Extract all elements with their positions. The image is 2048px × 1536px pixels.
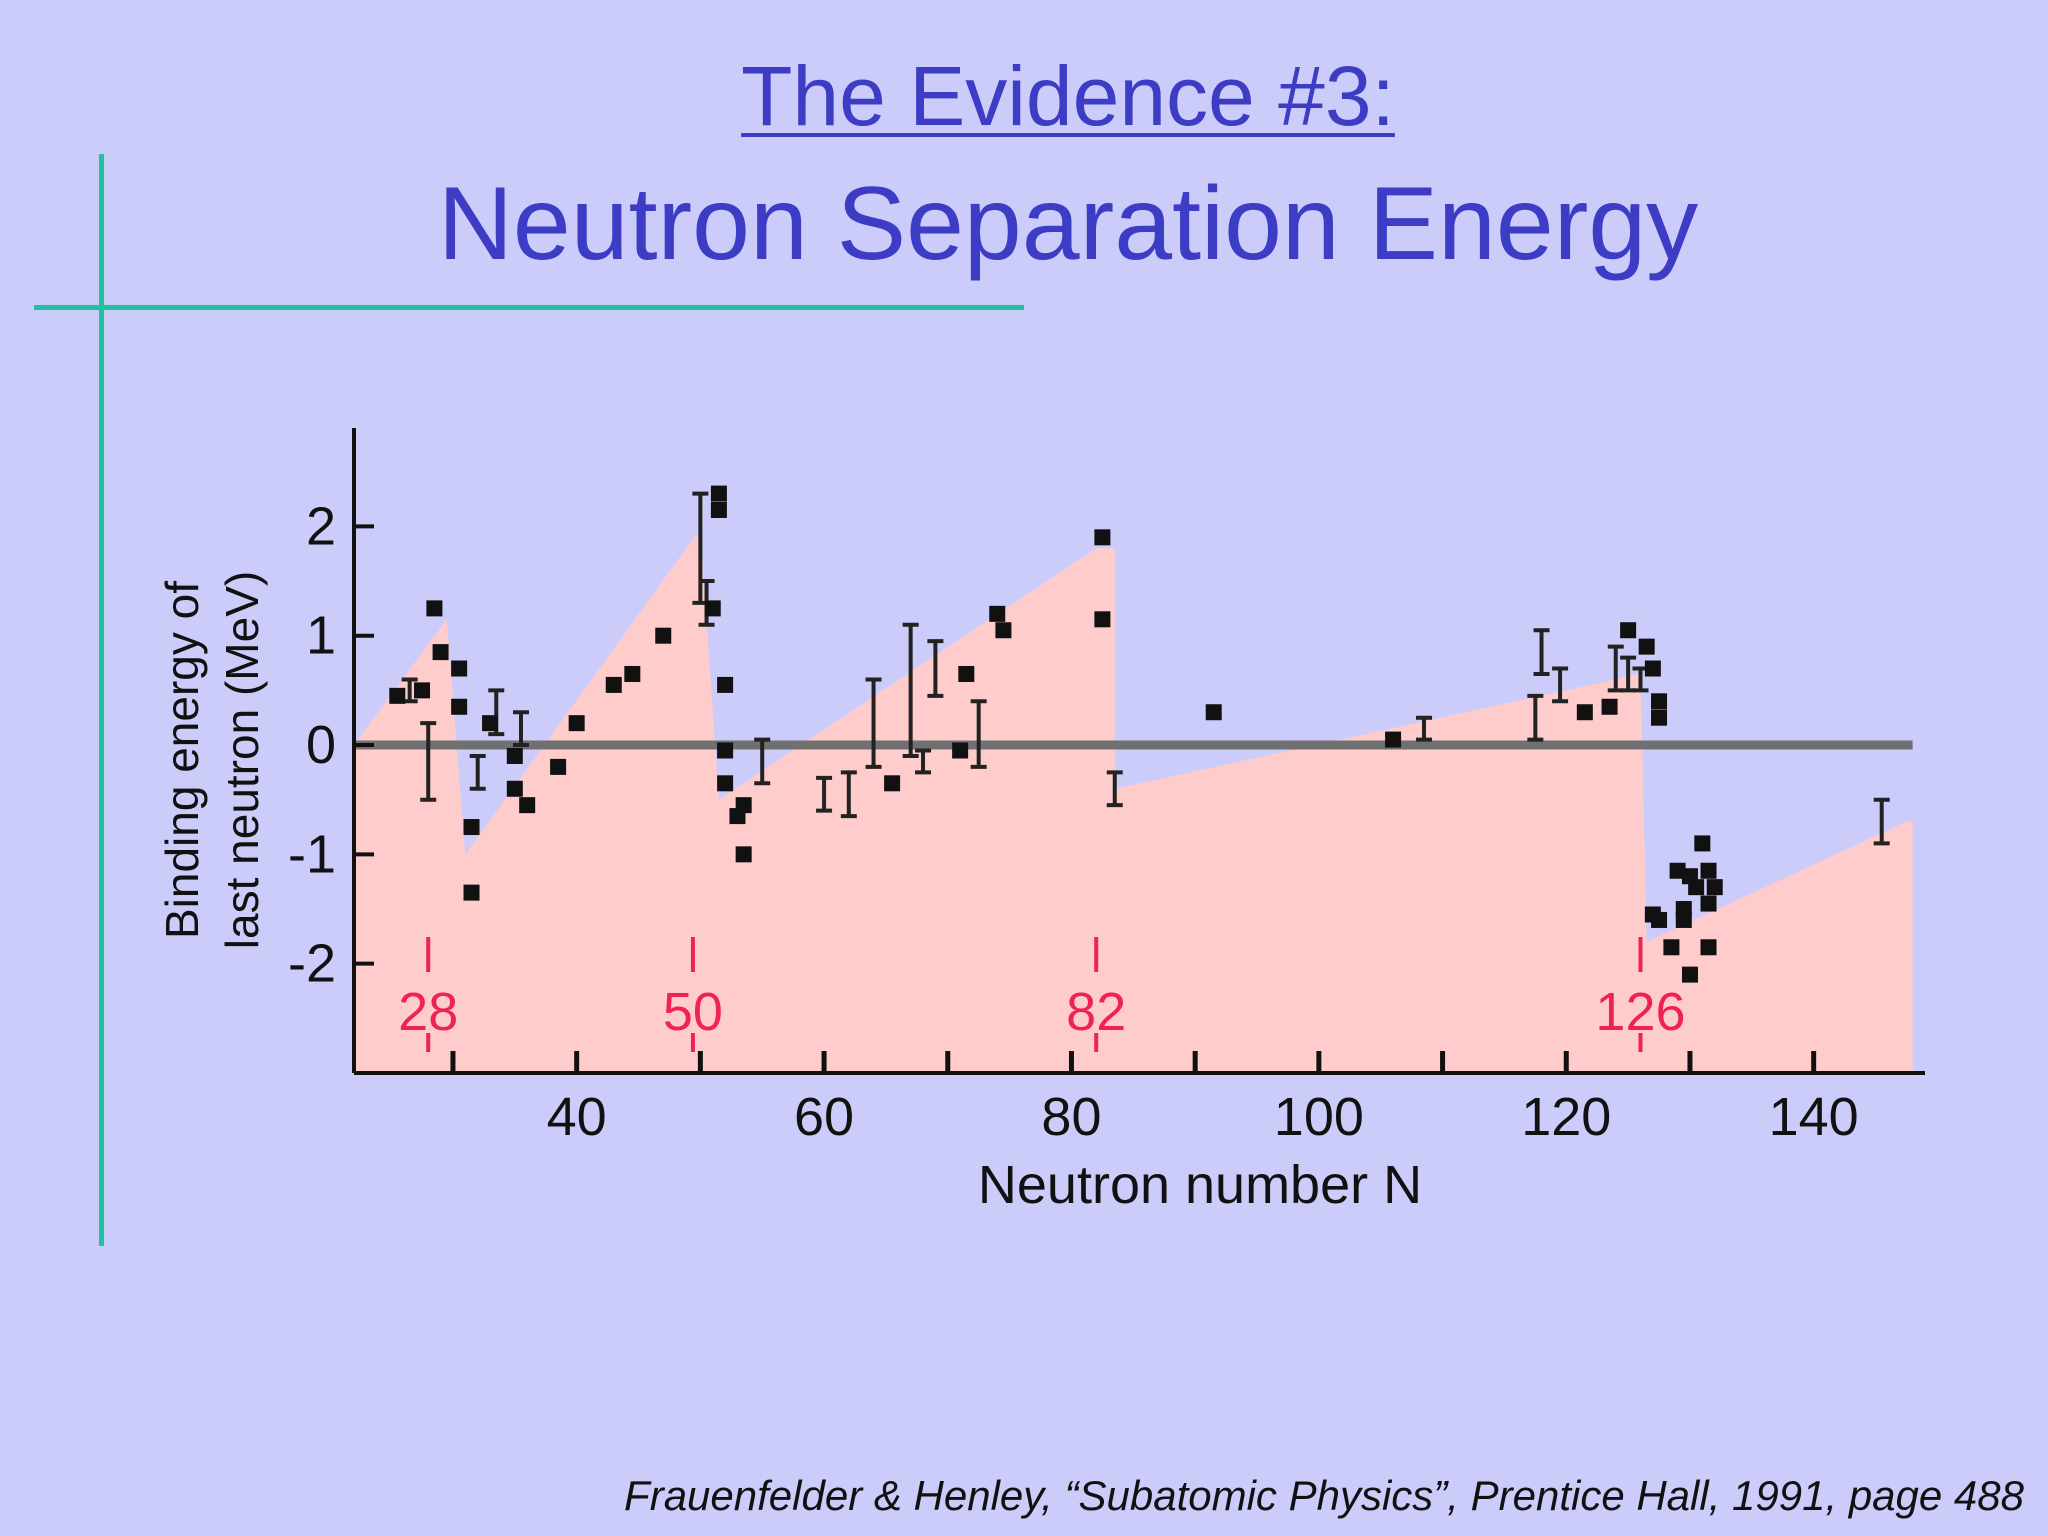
data-point	[1694, 835, 1711, 852]
data-point	[958, 665, 975, 682]
error-bar	[865, 677, 882, 769]
slide-title-line1: The Evidence #3:	[741, 49, 1395, 143]
data-point	[1620, 622, 1637, 639]
y-tick-label: -2	[288, 934, 336, 994]
data-point	[426, 600, 443, 617]
data-point	[568, 715, 585, 732]
data-point	[1651, 911, 1668, 928]
data-point	[1094, 529, 1111, 546]
data-point	[1205, 704, 1222, 721]
horizontal-accent-line	[34, 305, 1024, 310]
data-point	[605, 676, 622, 693]
data-point	[1700, 939, 1717, 956]
data-point	[1094, 611, 1111, 628]
error-bar	[1552, 666, 1569, 704]
data-point	[884, 775, 901, 792]
x-tick-label: 40	[547, 1087, 607, 1147]
vertical-accent-line	[99, 154, 104, 1246]
magic-number-label: 28	[398, 982, 458, 1042]
data-point	[1706, 879, 1723, 896]
data-point	[1651, 709, 1668, 726]
error-bar	[1527, 693, 1544, 742]
data-point	[432, 644, 449, 661]
data-point	[710, 501, 727, 518]
y-tick-label: 0	[306, 715, 336, 775]
error-bar	[1106, 770, 1123, 808]
data-point	[414, 682, 431, 699]
data-point	[463, 819, 480, 836]
data-point	[1688, 879, 1705, 896]
error-bar	[469, 753, 486, 791]
error-bar	[927, 639, 944, 698]
slide-title-line2: Neutron Separation Energy	[437, 166, 1699, 282]
error-bar	[840, 770, 857, 819]
data-point	[550, 758, 567, 775]
x-tick-label: 120	[1521, 1087, 1611, 1147]
data-point	[717, 742, 734, 759]
data-point	[952, 742, 969, 759]
x-axis-label: Neutron number N	[978, 1155, 1422, 1215]
x-tick-label: 80	[1041, 1087, 1101, 1147]
magic-number-label: 50	[663, 982, 723, 1042]
data-point	[463, 884, 480, 901]
binding-energy-fill	[354, 531, 1913, 1073]
data-point	[1644, 660, 1661, 677]
data-point	[519, 797, 536, 814]
data-point	[451, 660, 468, 677]
data-point	[1700, 862, 1717, 879]
y-tick-label: 1	[306, 606, 336, 666]
error-bar	[1873, 797, 1890, 846]
error-bar	[420, 721, 437, 802]
error-bar	[512, 710, 529, 748]
x-tick-label: 140	[1769, 1087, 1859, 1147]
data-point	[704, 600, 721, 617]
error-bar	[915, 748, 932, 775]
data-point	[710, 485, 727, 502]
data-point	[1663, 939, 1680, 956]
x-tick-label: 100	[1274, 1087, 1364, 1147]
data-point	[1651, 693, 1668, 710]
error-bar	[1533, 628, 1550, 676]
data-point	[1681, 966, 1698, 983]
data-point	[1385, 731, 1402, 748]
data-point	[995, 622, 1012, 639]
error-bar	[1416, 715, 1433, 742]
y-axis-label-line2: last neutron (MeV)	[216, 571, 268, 949]
data-point	[1675, 911, 1692, 928]
magic-number-label: 126	[1595, 982, 1685, 1042]
x-tick-label: 60	[794, 1087, 854, 1147]
error-bar	[754, 737, 771, 786]
citation: Frauenfelder & Henley, “Subatomic Physic…	[624, 1472, 2024, 1519]
data-point	[389, 687, 406, 704]
data-point	[735, 846, 752, 863]
data-point	[655, 627, 672, 644]
data-point	[1669, 862, 1686, 879]
data-point	[624, 665, 641, 682]
data-point	[1601, 698, 1618, 715]
error-bar	[816, 775, 833, 813]
y-tick-label: -1	[288, 824, 336, 884]
data-point	[451, 698, 468, 715]
error-bar	[902, 622, 919, 758]
data-point	[1638, 638, 1655, 655]
data-point	[717, 676, 734, 693]
data-point	[1700, 895, 1717, 912]
data-point	[989, 605, 1006, 622]
data-point	[735, 797, 752, 814]
data-point	[717, 775, 734, 792]
y-axis-label-line1: Binding energy of	[156, 581, 208, 939]
y-tick-label: 2	[306, 496, 336, 556]
magic-number-label: 82	[1066, 982, 1126, 1042]
error-bar	[970, 699, 987, 769]
data-point	[1576, 704, 1593, 721]
data-point	[482, 715, 499, 732]
data-point	[506, 747, 523, 764]
data-point	[506, 780, 523, 797]
